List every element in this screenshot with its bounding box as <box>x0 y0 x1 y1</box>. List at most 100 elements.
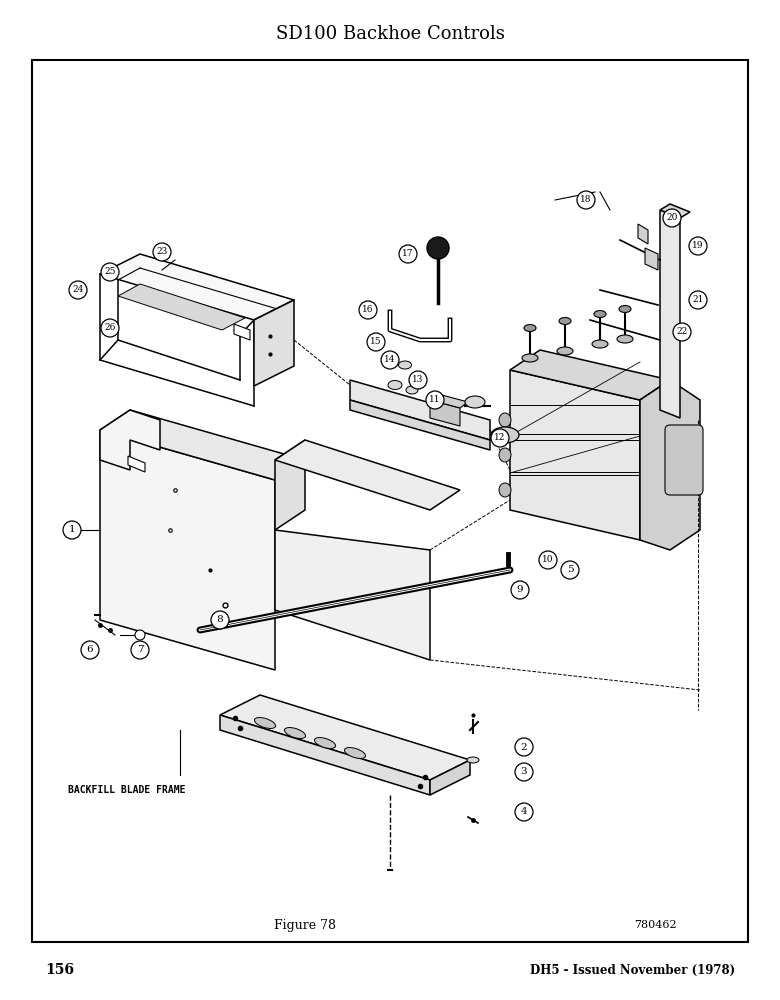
Circle shape <box>399 245 417 263</box>
Text: 7: 7 <box>136 646 144 654</box>
Circle shape <box>515 803 533 821</box>
Polygon shape <box>118 284 245 330</box>
Polygon shape <box>645 248 658 270</box>
Text: 26: 26 <box>105 324 115 332</box>
Text: 21: 21 <box>693 296 704 304</box>
Circle shape <box>131 641 149 659</box>
Circle shape <box>511 581 529 599</box>
Ellipse shape <box>499 413 511 427</box>
Ellipse shape <box>388 380 402 389</box>
Circle shape <box>381 351 399 369</box>
Polygon shape <box>660 210 680 418</box>
Ellipse shape <box>594 310 606 318</box>
Ellipse shape <box>285 728 306 738</box>
Polygon shape <box>128 456 145 472</box>
Ellipse shape <box>465 396 485 408</box>
Text: 13: 13 <box>413 375 424 384</box>
Text: 9: 9 <box>516 585 523 594</box>
Ellipse shape <box>592 340 608 348</box>
Text: 18: 18 <box>580 196 592 205</box>
Circle shape <box>673 323 691 341</box>
Text: 10: 10 <box>542 556 554 564</box>
Polygon shape <box>220 695 470 780</box>
Circle shape <box>427 237 449 259</box>
Text: 1: 1 <box>69 526 76 534</box>
Ellipse shape <box>399 361 412 369</box>
Text: 22: 22 <box>676 328 688 336</box>
Polygon shape <box>638 224 648 244</box>
Ellipse shape <box>499 483 511 497</box>
Circle shape <box>409 371 427 389</box>
Text: BACKFILL BLADE FRAME: BACKFILL BLADE FRAME <box>68 785 186 795</box>
Circle shape <box>663 209 681 227</box>
Ellipse shape <box>345 748 366 758</box>
Ellipse shape <box>619 306 631 312</box>
Circle shape <box>135 630 145 640</box>
Polygon shape <box>510 350 670 400</box>
Polygon shape <box>510 370 640 540</box>
Text: Figure 78: Figure 78 <box>274 918 336 932</box>
Text: 19: 19 <box>693 241 704 250</box>
Polygon shape <box>350 400 490 450</box>
Polygon shape <box>275 440 460 510</box>
Polygon shape <box>660 204 690 218</box>
Circle shape <box>689 291 707 309</box>
Text: 24: 24 <box>73 286 83 294</box>
Circle shape <box>81 641 99 659</box>
Circle shape <box>69 281 87 299</box>
Circle shape <box>515 738 533 756</box>
Circle shape <box>367 333 385 351</box>
Text: 20: 20 <box>666 214 678 223</box>
Text: DH5 - Issued November (1978): DH5 - Issued November (1978) <box>530 964 735 976</box>
Circle shape <box>359 301 377 319</box>
Circle shape <box>63 521 81 539</box>
Circle shape <box>539 551 557 569</box>
Text: 4: 4 <box>521 808 527 816</box>
Polygon shape <box>350 380 490 440</box>
Text: 23: 23 <box>156 247 168 256</box>
Circle shape <box>515 763 533 781</box>
Polygon shape <box>430 400 460 426</box>
Text: SD100 Backhoe Controls: SD100 Backhoe Controls <box>275 25 505 43</box>
Ellipse shape <box>467 757 479 763</box>
Ellipse shape <box>617 335 633 343</box>
FancyBboxPatch shape <box>665 425 703 495</box>
Ellipse shape <box>499 448 511 462</box>
Text: 780462: 780462 <box>633 920 676 930</box>
Polygon shape <box>100 254 294 320</box>
Bar <box>32 60 748 942</box>
Polygon shape <box>640 380 700 550</box>
Ellipse shape <box>314 738 335 748</box>
Polygon shape <box>100 430 275 670</box>
Text: 8: 8 <box>217 615 223 624</box>
Text: 17: 17 <box>402 249 413 258</box>
Polygon shape <box>100 410 160 470</box>
Text: 6: 6 <box>87 646 94 654</box>
Polygon shape <box>100 410 305 480</box>
Polygon shape <box>234 324 250 340</box>
Polygon shape <box>220 715 430 795</box>
Ellipse shape <box>254 718 275 728</box>
Text: 2: 2 <box>521 742 527 752</box>
Polygon shape <box>430 760 470 795</box>
Polygon shape <box>275 440 305 530</box>
Circle shape <box>101 319 119 337</box>
Polygon shape <box>254 300 294 386</box>
Ellipse shape <box>522 354 538 362</box>
Text: 15: 15 <box>370 338 382 347</box>
Text: 25: 25 <box>105 267 115 276</box>
Text: 3: 3 <box>521 768 527 776</box>
Text: 12: 12 <box>495 434 505 442</box>
Ellipse shape <box>491 427 519 443</box>
Ellipse shape <box>524 324 536 332</box>
Polygon shape <box>275 530 430 660</box>
Circle shape <box>211 611 229 629</box>
Circle shape <box>153 243 171 261</box>
Ellipse shape <box>557 347 573 355</box>
Circle shape <box>577 191 595 209</box>
Text: 11: 11 <box>429 395 441 404</box>
Circle shape <box>101 263 119 281</box>
Ellipse shape <box>406 386 418 394</box>
Ellipse shape <box>559 318 571 324</box>
Text: 156: 156 <box>45 963 74 977</box>
